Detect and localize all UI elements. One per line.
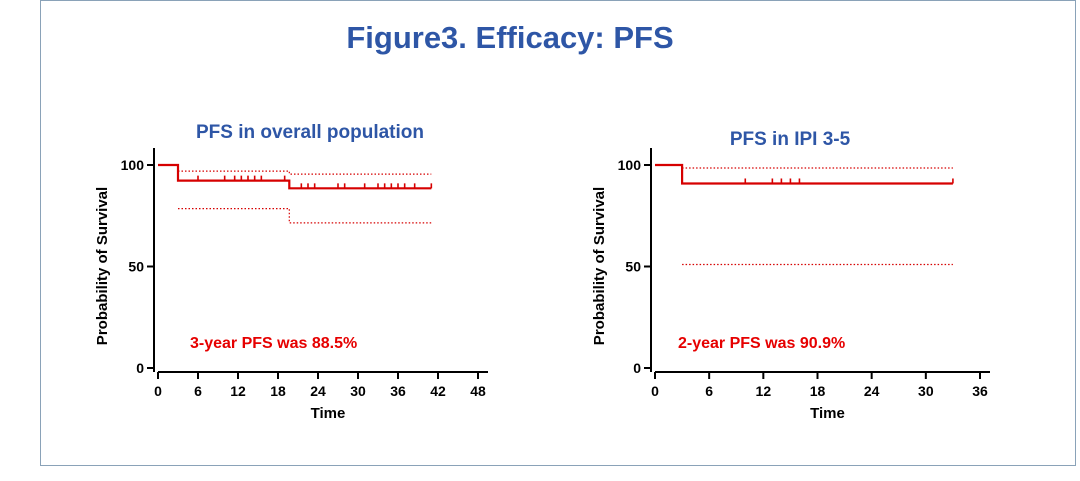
- ci-line-upper_ci: [178, 170, 432, 175]
- x-tick-label: 18: [810, 383, 826, 399]
- pfs-annotation: 3-year PFS was 88.5%: [190, 335, 357, 352]
- y-axis-label: Probability of Survival: [591, 187, 608, 345]
- panel-title: PFS in IPI 3-5: [730, 129, 851, 150]
- y-tick-label: 100: [618, 157, 642, 173]
- x-axis-label: Time: [810, 405, 845, 422]
- survival-curve: [158, 163, 432, 190]
- y-tick-label: 0: [136, 360, 144, 376]
- chart-panel-1: PFS in overall population 0 50 100 0 6 12 18 24 3…: [94, 122, 488, 422]
- ci-line-lower_ci: [178, 208, 432, 224]
- x-tick-label: 48: [470, 383, 486, 399]
- x-tick-label: 36: [972, 383, 988, 399]
- x-tick-label: 0: [651, 383, 659, 399]
- x-tick-label: 36: [390, 383, 406, 399]
- survival-curve: [655, 163, 953, 185]
- figure-title: Figure3. Efficacy: PFS: [346, 20, 674, 55]
- x-tick-label: 24: [310, 383, 326, 399]
- x-tick-label: 6: [705, 383, 713, 399]
- x-tick-label: 18: [270, 383, 286, 399]
- y-tick-label: 0: [633, 360, 641, 376]
- y-tick-label: 50: [625, 259, 641, 275]
- x-tick-label: 42: [430, 383, 446, 399]
- y-axis-label: Probability of Survival: [94, 187, 111, 345]
- y-tick-label: 100: [121, 157, 145, 173]
- x-tick-label: 12: [756, 383, 772, 399]
- panel-title: PFS in overall population: [196, 122, 424, 143]
- x-tick-label: 6: [194, 383, 202, 399]
- x-tick-label: 0: [154, 383, 162, 399]
- figure-frame: [40, 0, 1076, 466]
- x-tick-label: 30: [350, 383, 366, 399]
- x-axis-label: Time: [311, 405, 346, 422]
- x-tick-label: 12: [230, 383, 246, 399]
- pfs-annotation: 2-year PFS was 90.9%: [678, 335, 845, 352]
- x-tick-label: 24: [864, 383, 880, 399]
- x-tick-label: 30: [918, 383, 934, 399]
- y-tick-label: 50: [128, 259, 144, 275]
- chart-panel-2: PFS in IPI 3-5 0 50 100 0 6 12 18 24 30 36 Time Prob…: [591, 129, 990, 422]
